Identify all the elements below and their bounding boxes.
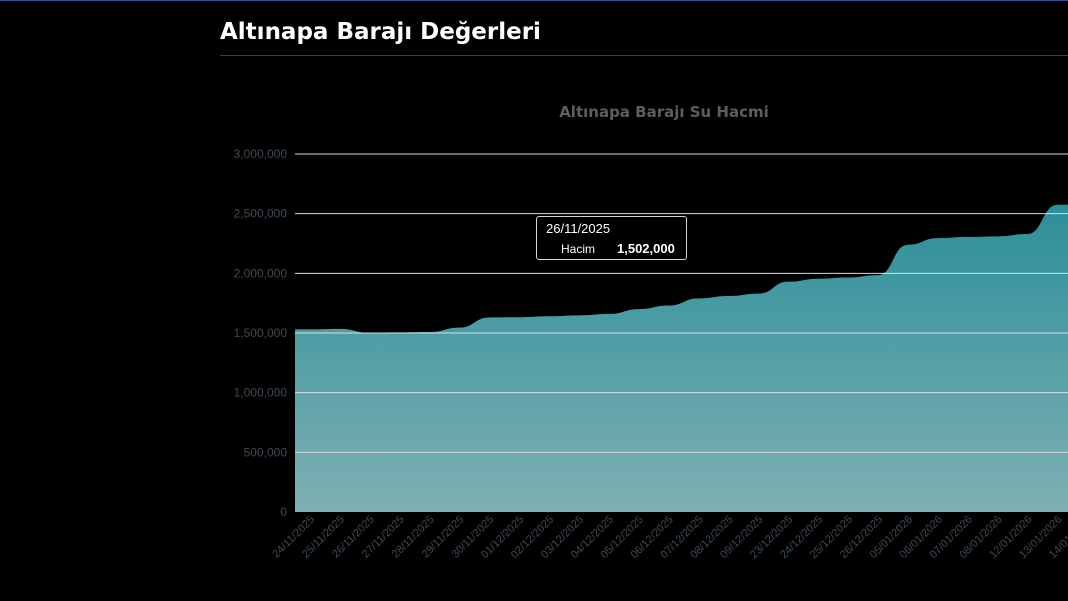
data-point-23[interactable] bbox=[995, 233, 1001, 239]
top-border bbox=[0, 0, 1068, 1]
data-point-12[interactable] bbox=[666, 303, 672, 309]
data-point-21[interactable] bbox=[935, 235, 941, 241]
data-point-17[interactable] bbox=[815, 276, 821, 282]
y-tick-label: 500,000 bbox=[244, 445, 288, 459]
grid-layer bbox=[295, 153, 1068, 453]
data-point-20[interactable] bbox=[905, 242, 911, 248]
data-point-15[interactable] bbox=[755, 291, 761, 297]
data-tooltip: 26/11/2025 Hacim 1,502,000 bbox=[536, 216, 687, 260]
x-axis-ticks: 24/11/202525/11/202526/11/202527/11/2025… bbox=[270, 514, 1068, 561]
data-point-7[interactable] bbox=[516, 314, 522, 320]
data-point-10[interactable] bbox=[606, 311, 612, 317]
data-point-5[interactable] bbox=[456, 325, 462, 331]
data-point-0[interactable] bbox=[307, 326, 313, 332]
tooltip-label: Hacim bbox=[561, 242, 596, 256]
tooltip-value: 1,502,000 bbox=[617, 241, 675, 256]
page-title: Altınapa Barajı Değerleri bbox=[220, 19, 541, 45]
y-tick-label: 2,000,000 bbox=[234, 266, 288, 280]
y-axis-ticks: 0 500,000 1,000,000 1,500,000 2,000,000 2,500… bbox=[234, 147, 288, 519]
area-series bbox=[295, 204, 1068, 512]
data-point-1[interactable] bbox=[337, 326, 343, 332]
y-tick-label: 0 bbox=[280, 505, 287, 519]
data-point-24[interactable] bbox=[1025, 231, 1031, 237]
data-point-16[interactable] bbox=[785, 279, 791, 285]
data-point-6[interactable] bbox=[486, 314, 492, 320]
data-point-13[interactable] bbox=[696, 295, 702, 301]
tooltip-date: 26/11/2025 bbox=[546, 221, 611, 236]
data-point-9[interactable] bbox=[576, 312, 582, 318]
title-divider bbox=[220, 55, 1068, 56]
y-tick-label: 3,000,000 bbox=[234, 147, 288, 161]
data-point-3[interactable] bbox=[397, 329, 403, 335]
data-point-4[interactable] bbox=[427, 329, 433, 335]
data-point-8[interactable] bbox=[546, 313, 552, 319]
y-tick-label: 2,500,000 bbox=[234, 207, 288, 221]
data-point-14[interactable] bbox=[726, 293, 732, 299]
area-layer bbox=[295, 202, 1068, 512]
data-point-11[interactable] bbox=[636, 306, 642, 312]
data-point-25[interactable] bbox=[1054, 202, 1060, 208]
chart-title: Altınapa Barajı Su Hacmi bbox=[559, 103, 769, 121]
y-tick-label: 1,000,000 bbox=[234, 386, 288, 400]
y-tick-label: 1,500,000 bbox=[234, 326, 288, 340]
data-point-22[interactable] bbox=[965, 234, 971, 240]
data-point-18[interactable] bbox=[845, 275, 851, 281]
